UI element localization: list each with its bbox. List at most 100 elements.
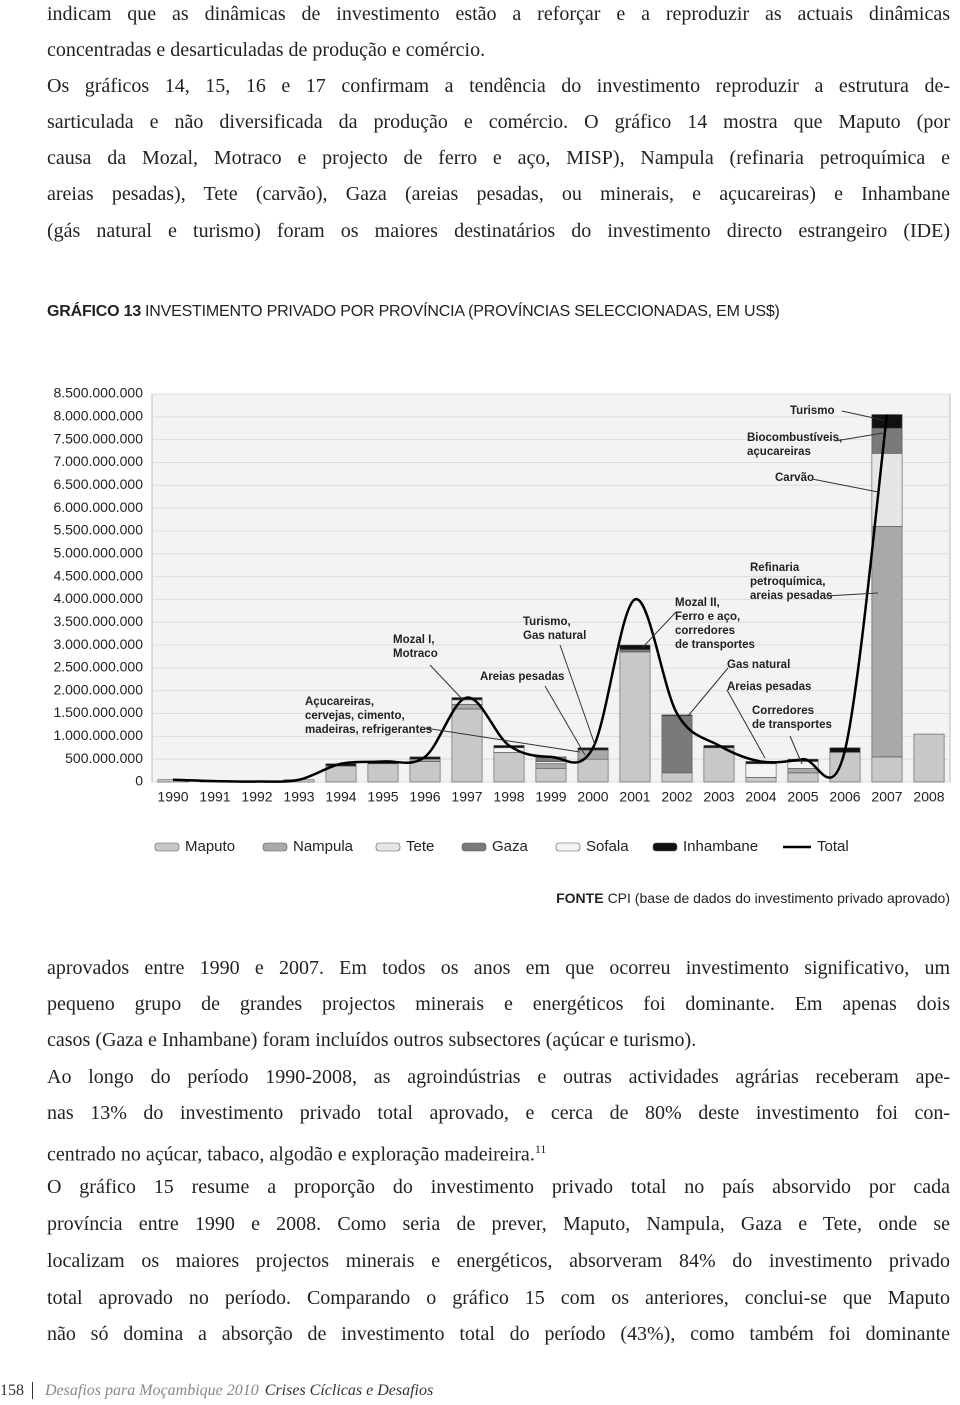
bar-segment [913, 733, 945, 783]
y-tick-label: 2.500.000.000 [53, 659, 143, 675]
bar-segment [619, 651, 651, 783]
source-label: FONTE [556, 890, 604, 906]
figure-title: GRÁFICO 13 INVESTIMENTO PRIVADO POR PROVÍ… [47, 303, 780, 321]
legend-swatch [461, 842, 487, 852]
x-tick-label: 2008 [913, 789, 944, 805]
annotation-arrow [544, 685, 586, 756]
paragraph-line: Os gráficos 14, 15, 16 e 17 confirmam a … [47, 75, 950, 97]
y-tick-label: 8.500.000.000 [53, 385, 143, 401]
section: Crises Cíclicas e Desafios [264, 1382, 434, 1399]
x-tick-label: 1992 [241, 789, 272, 805]
bar-segment [535, 761, 567, 765]
source: FONTE CPI (base de dados do investimento … [556, 890, 950, 906]
annotation-arrow [687, 667, 729, 717]
paragraph-line: localizam os maiores projectos minerais … [47, 1250, 950, 1272]
y-tick-label: 4.000.000.000 [53, 590, 143, 606]
x-tick-label: 1991 [199, 789, 230, 805]
legend-swatch [154, 842, 180, 852]
y-tick-label: 500.000.000 [65, 750, 143, 766]
publication: Desafios para Moçambique 2010 [45, 1382, 259, 1399]
page-number: 158 [0, 1382, 33, 1399]
annotation-arrow [841, 410, 884, 421]
paragraph-line: concentradas e desarticuladas de produçã… [47, 39, 486, 61]
y-tick-label: 8.000.000.000 [53, 408, 143, 424]
figure-label: GRÁFICO 13 [47, 303, 142, 320]
annotation: de transportes [752, 719, 832, 731]
y-tick-label: 5.500.000.000 [53, 522, 143, 538]
paragraph-line: aprovados entre 1990 e 2007. Em todos os… [47, 957, 950, 979]
bar-segment [535, 763, 567, 769]
bar-segment [871, 526, 903, 758]
annotation: areias pesadas [750, 590, 832, 602]
x-tick-label: 2001 [619, 789, 650, 805]
bar-segment [535, 768, 567, 783]
annotation: Corredores [752, 705, 814, 717]
annotation-arrow [726, 689, 766, 759]
y-tick-label: 0 [135, 773, 143, 789]
annotation: Ferro e aço, [675, 611, 740, 623]
bar-segment [619, 644, 651, 650]
x-tick-label: 1994 [325, 789, 356, 805]
x-tick-label: 1990 [157, 789, 188, 805]
paragraph-line: nas 13% do investimento privado total ap… [47, 1102, 950, 1124]
bar-segment [745, 777, 777, 783]
bar-segment [367, 763, 399, 783]
legend-swatch [262, 842, 288, 852]
legend-label: Tete [406, 838, 434, 855]
legend-label: Total [817, 838, 849, 855]
annotation: petroquímica, [750, 576, 825, 588]
paragraph-line: total aprovado no período. Comparando o … [47, 1287, 950, 1309]
bar-segment [451, 708, 483, 783]
bar-segment [661, 715, 693, 774]
annotation: Refinaria [750, 562, 800, 574]
legend-swatch [375, 842, 401, 852]
annotation-arrow [789, 735, 803, 765]
bar-segment [787, 768, 819, 774]
legend-swatch [555, 842, 581, 852]
annotation: Carvão [775, 472, 814, 484]
x-tick-label: 1997 [451, 789, 482, 805]
bar-segment [871, 756, 903, 783]
paragraph-line: (gás natural e turismo) foram os maiores… [47, 220, 950, 242]
x-tick-label: 2007 [871, 789, 902, 805]
annotation: Mozal I, [393, 634, 435, 646]
annotation: Motraco [393, 648, 438, 660]
y-tick-label: 6.000.000.000 [53, 499, 143, 515]
paragraph-line: Ao longo do período 1990-2008, as agroin… [47, 1066, 950, 1088]
footer: 158 Desafios para Moçambique 2010 Crises C… [0, 1382, 433, 1400]
footnote-ref: 11 [534, 1142, 547, 1156]
annotation: Biocombustíveis, [747, 432, 842, 444]
annotation-arrow [424, 727, 581, 753]
paragraph-line: areias pesadas), Tete (carvão), Gaza (ar… [47, 183, 950, 205]
bar-segment [493, 752, 525, 783]
y-tick-label: 3.500.000.000 [53, 613, 143, 629]
x-tick-label: 1996 [409, 789, 440, 805]
annotation: açucareiras [747, 446, 811, 458]
x-tick-label: 1999 [535, 789, 566, 805]
annotation: Gas natural [727, 659, 790, 671]
paragraph-line: O gráfico 15 resume a proporção do inves… [47, 1176, 950, 1198]
x-tick-label: 1993 [283, 789, 314, 805]
y-tick-label: 4.500.000.000 [53, 567, 143, 583]
bar-segment [661, 772, 693, 783]
annotation: Açucareiras, [305, 696, 374, 708]
annotation-arrow [559, 644, 596, 746]
annotation: cervejas, cimento, [305, 710, 405, 722]
paragraph-line: indicam que as dinâmicas de investimento… [47, 3, 950, 25]
bar-segment [619, 649, 651, 653]
annotation-arrow [641, 611, 677, 649]
annotation-arrow [825, 592, 879, 597]
bar-segment [577, 758, 609, 783]
bar-segment [703, 747, 735, 783]
legend-label: Nampula [293, 838, 354, 855]
legend-label: Gaza [492, 838, 529, 855]
total-line [172, 414, 889, 783]
figure-caption: INVESTIMENTO PRIVADO POR PROVÍNCIA (PROV… [145, 303, 780, 320]
bar-segment [871, 427, 903, 454]
paragraph-line: centrado no açúcar, tabaco, algodão e ex… [47, 1142, 547, 1166]
plot-area [151, 393, 951, 783]
y-tick-label: 2.000.000.000 [53, 681, 143, 697]
bar-segment [409, 761, 441, 783]
annotation: Gas natural [523, 630, 586, 642]
